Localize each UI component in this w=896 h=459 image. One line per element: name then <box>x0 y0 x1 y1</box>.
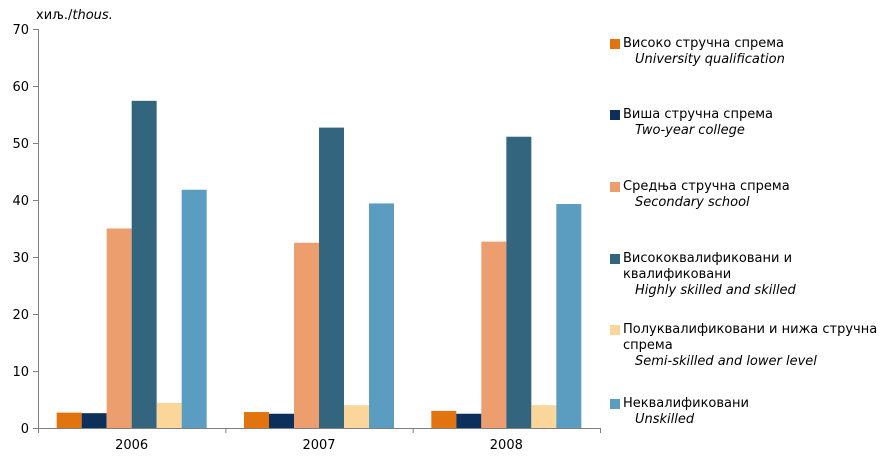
y-tick-label: 20 <box>12 308 29 323</box>
legend-label-en: Unskilled <box>635 412 695 427</box>
y-axis-unit-label: хиљ./thous. <box>36 8 113 23</box>
bar <box>56 412 82 428</box>
legend-item-university: Високо стручна спрема University qualifi… <box>610 36 896 68</box>
x-tick-label: 2008 <box>490 438 523 453</box>
y-tick-label: 30 <box>12 251 29 266</box>
y-tick-label: 0 <box>21 422 29 437</box>
bar <box>531 405 557 428</box>
legend-item-secondary-school: Средња стручна спрема Secondary school <box>610 179 896 211</box>
legend-label-en: Secondary school <box>635 195 750 210</box>
legend-label-sr: Неквалификовани <box>623 396 749 411</box>
legend-label-en: Semi-skilled and lower level <box>635 354 817 369</box>
bar <box>319 127 344 429</box>
bars-layer <box>56 100 582 429</box>
bar <box>556 203 582 428</box>
bar <box>344 405 369 428</box>
x-tick-labels: 2006 2007 2008 <box>38 428 601 453</box>
legend-item-semi-skilled: Полуквалификовани и нижа стручна спрема … <box>610 322 896 370</box>
legend-label-en: Highly skilled and skilled <box>635 283 796 298</box>
legend-label-en: University qualification <box>635 52 785 67</box>
legend-swatch <box>610 254 620 264</box>
legend: Високо стручна спрема University qualifi… <box>610 0 896 459</box>
legend-item-unskilled: Неквалификовани Unskilled <box>610 396 896 428</box>
legend-label-sr: Средња стручна спрема <box>623 179 790 194</box>
bar <box>156 402 182 428</box>
bar <box>456 413 482 428</box>
legend-label-sr: Високо стручна спрема <box>623 36 785 51</box>
y-tick-label: 50 <box>12 137 29 152</box>
bar <box>269 413 294 428</box>
bar <box>369 203 394 428</box>
legend-item-highly-skilled: Висококвалификовани и квалификовани High… <box>610 251 896 299</box>
bar <box>81 413 107 428</box>
legend-label-sr: Висококвалификовани и квалификовани <box>623 251 793 282</box>
unit-label-sr: хиљ./ <box>36 8 73 23</box>
legend-label-sr: Полуквалификовани и нижа стручна спрема <box>623 322 878 353</box>
unit-label-en: thous. <box>72 8 113 23</box>
bar <box>106 228 132 428</box>
legend-swatch <box>610 399 620 409</box>
axes-layer <box>38 29 600 429</box>
x-tick-label: 2007 <box>302 438 335 453</box>
legend-swatch <box>610 39 620 49</box>
y-tick-label: 10 <box>12 365 29 380</box>
legend-item-two-year-college: Виша стручна спрема Two-year college <box>610 107 896 139</box>
bar <box>181 189 207 428</box>
y-tick-labels: 0 10 20 30 40 50 60 70 <box>12 23 38 437</box>
bar <box>431 410 457 428</box>
y-tick-label: 40 <box>12 194 29 209</box>
bar <box>244 412 269 428</box>
legend-swatch <box>610 182 620 192</box>
y-tick-label: 60 <box>12 80 29 95</box>
legend-swatch <box>610 110 620 120</box>
bar <box>294 242 319 428</box>
bar <box>506 136 532 429</box>
legend-swatch <box>610 325 620 335</box>
legend-label-sr: Виша стручна спрема <box>623 107 773 122</box>
y-tick-label: 70 <box>12 23 29 38</box>
bar <box>481 241 507 428</box>
legend-label-en: Two-year college <box>635 123 745 138</box>
chart-area: 0 10 20 30 40 50 60 70 2006 2007 2008 <box>12 23 601 453</box>
bar <box>131 100 157 428</box>
x-tick-label: 2006 <box>115 438 148 453</box>
